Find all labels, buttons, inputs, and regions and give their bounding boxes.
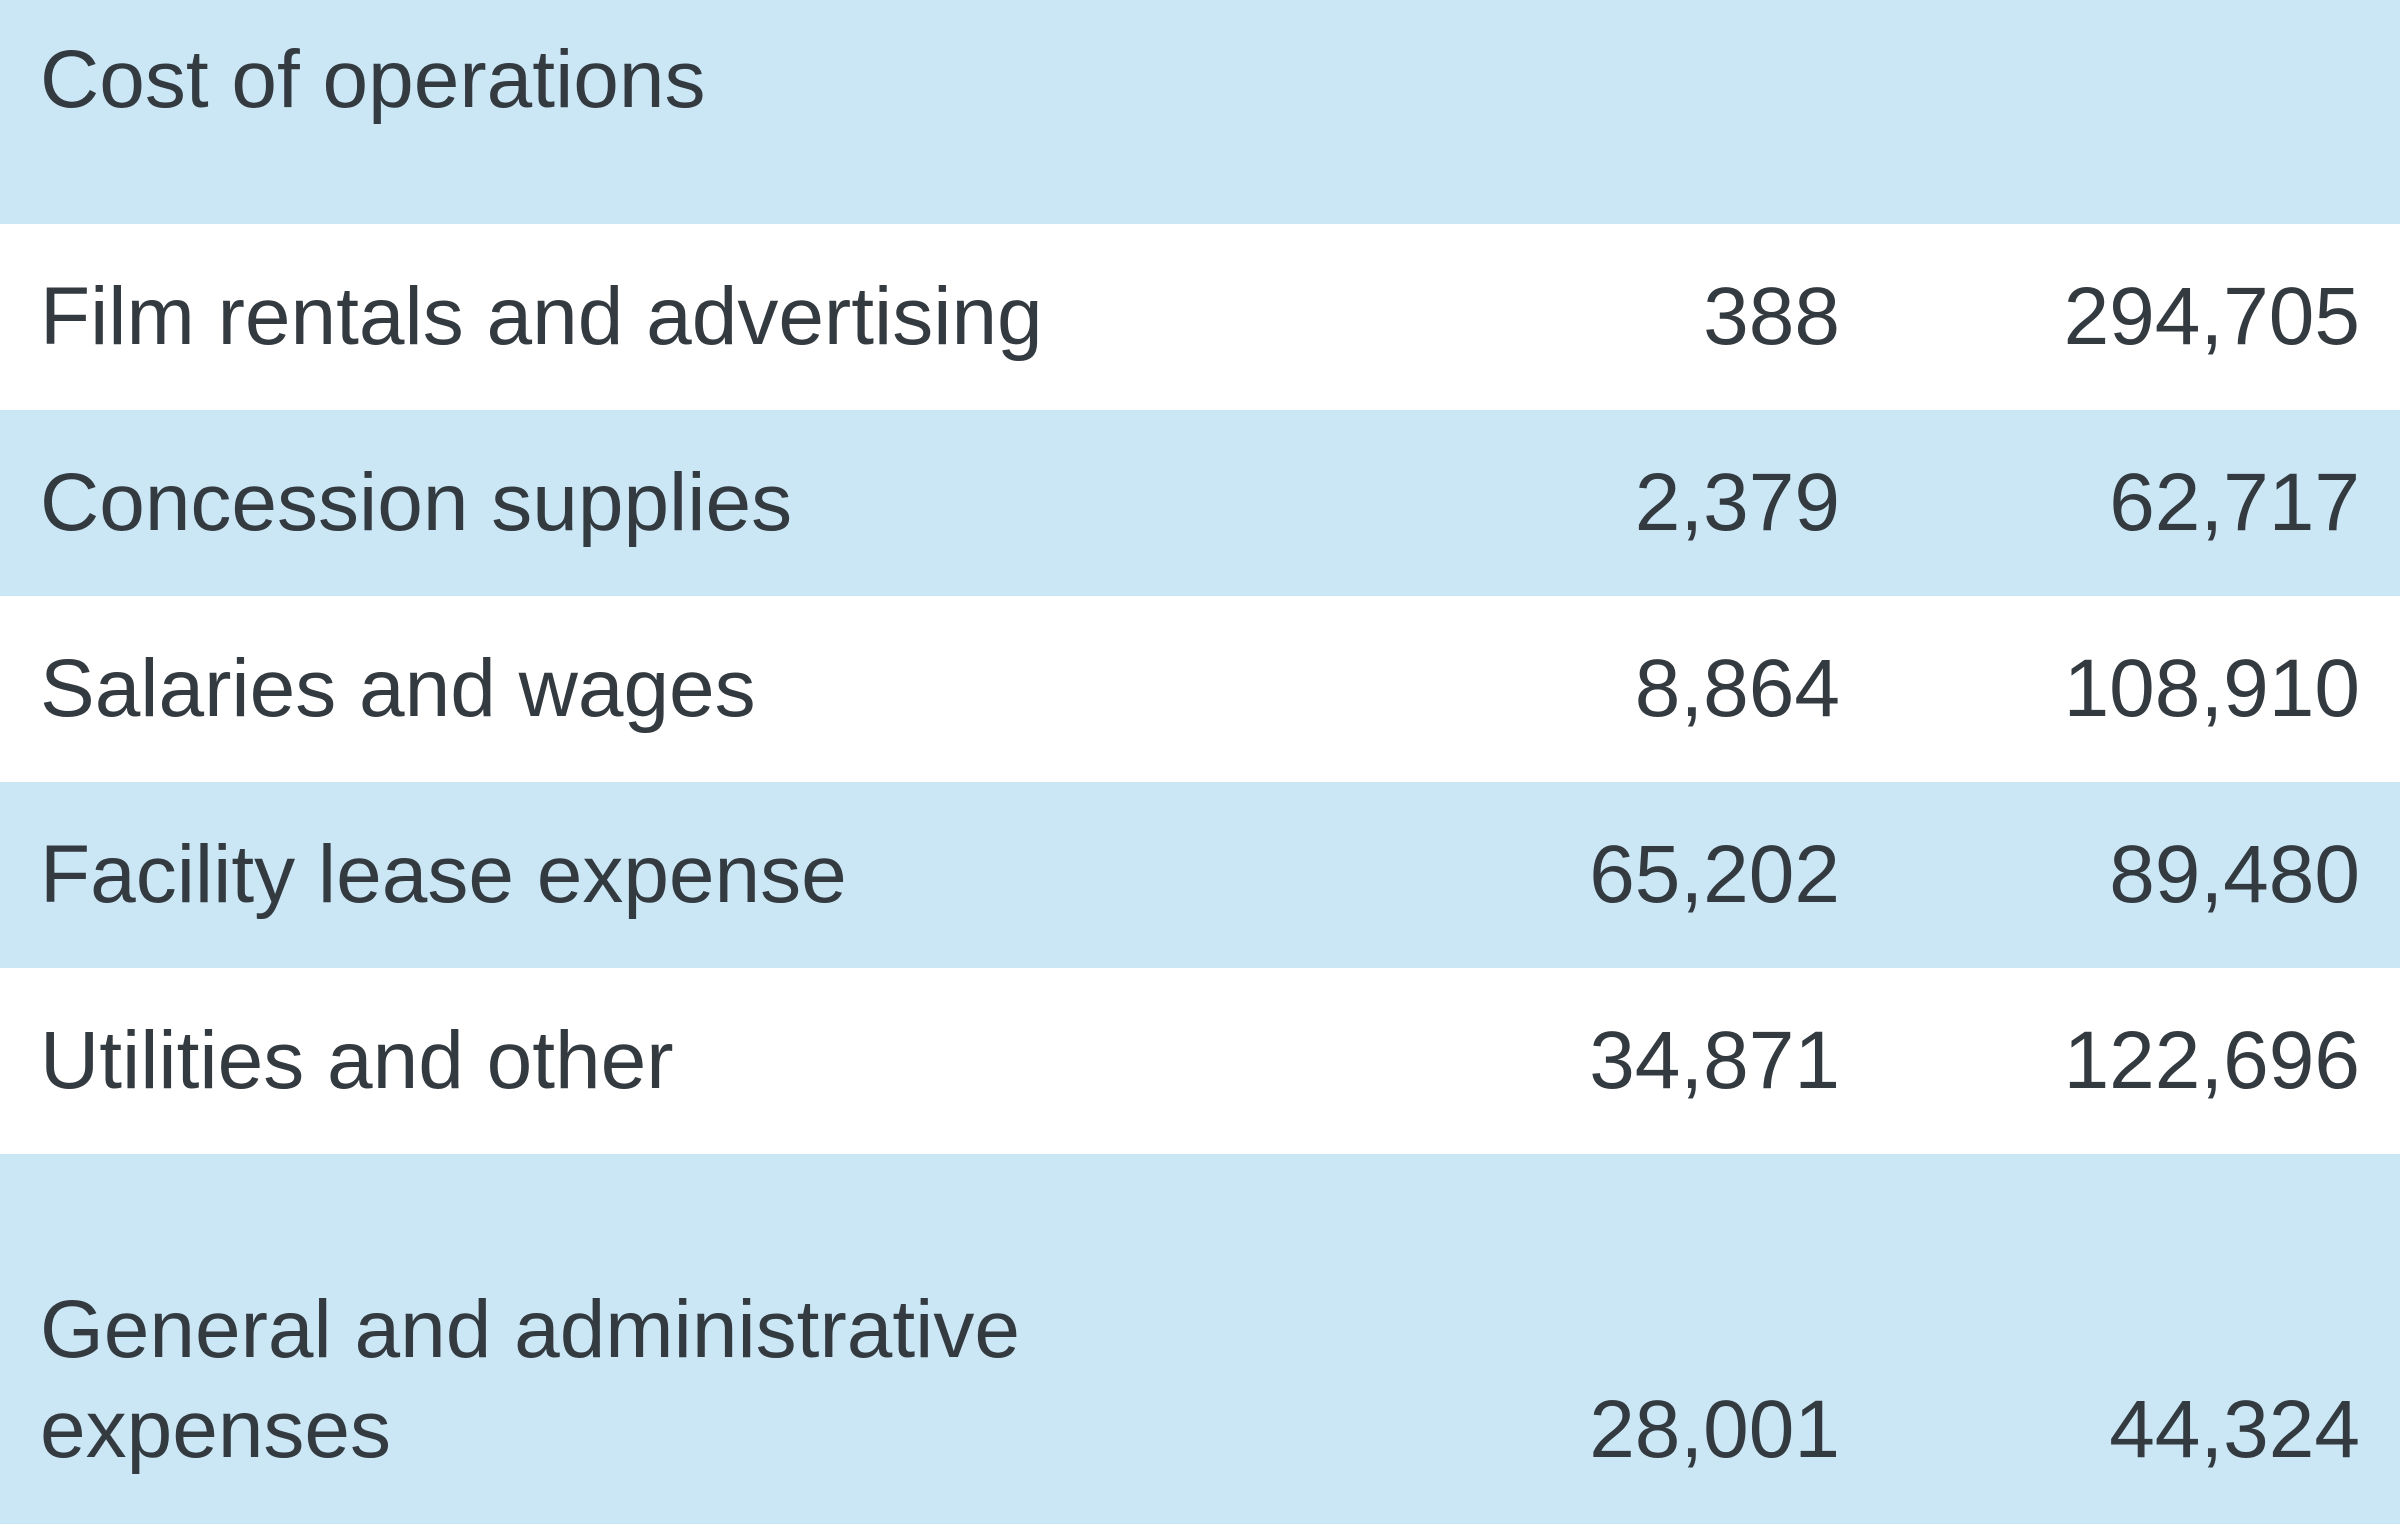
table-row: Film rentals and advertising 388 294,705 xyxy=(0,224,2400,410)
row-label-cell: Utilities and other xyxy=(40,1011,1340,1111)
row-col1-value: 28,001 xyxy=(1589,1384,1840,1475)
table-row: General and administrative expenses 28,0… xyxy=(0,1154,2400,1524)
row-label: Salaries and wages xyxy=(40,643,756,734)
header-label: Cost of operations xyxy=(40,34,706,125)
row-col1-cell: 28,001 xyxy=(1340,1380,1840,1480)
row-label-cell: Salaries and wages xyxy=(40,639,1340,739)
table-row: Concession supplies 2,379 62,717 xyxy=(0,410,2400,596)
row-col1-value: 65,202 xyxy=(1589,829,1840,920)
row-col2-cell: 294,705 xyxy=(1840,267,2360,367)
row-col1-cell: 388 xyxy=(1340,267,1840,367)
row-col1-cell: 8,864 xyxy=(1340,639,1840,739)
row-col1-cell: 65,202 xyxy=(1340,825,1840,925)
row-col2-cell: 44,324 xyxy=(1840,1380,2360,1480)
row-col2-value: 122,696 xyxy=(2064,1015,2360,1106)
row-col2-value: 108,910 xyxy=(2064,643,2360,734)
row-col2-cell: 122,696 xyxy=(1840,1011,2360,1111)
row-label-cell: Facility lease expense xyxy=(40,825,1340,925)
row-col1-value: 388 xyxy=(1703,271,1840,362)
row-col2-value: 89,480 xyxy=(2109,829,2360,920)
row-label: Facility lease expense xyxy=(40,829,847,920)
row-label: Film rentals and advertising xyxy=(40,271,1043,362)
row-label: General and administrative expenses xyxy=(40,1280,1190,1480)
table-row: Facility lease expense 65,202 89,480 xyxy=(0,782,2400,968)
row-label-cell: General and administrative expenses xyxy=(40,1280,1340,1480)
row-col1-cell: 34,871 xyxy=(1340,1011,1840,1111)
row-col2-cell: 108,910 xyxy=(1840,639,2360,739)
row-col1-cell: 2,379 xyxy=(1340,453,1840,553)
row-col2-value: 62,717 xyxy=(2109,457,2360,548)
table-row: Utilities and other 34,871 122,696 xyxy=(0,968,2400,1154)
row-col1-value: 34,871 xyxy=(1589,1015,1840,1106)
row-col1-value: 2,379 xyxy=(1635,457,1840,548)
table-row: Salaries and wages 8,864 108,910 xyxy=(0,596,2400,782)
row-col2-value: 294,705 xyxy=(2064,271,2360,362)
row-col1-value: 8,864 xyxy=(1635,643,1840,734)
header-label-cell: Cost of operations xyxy=(40,30,1340,130)
row-col2-cell: 62,717 xyxy=(1840,453,2360,553)
row-label: Utilities and other xyxy=(40,1015,674,1106)
row-label: Concession supplies xyxy=(40,457,792,548)
cost-of-operations-table: Cost of operations Film rentals and adve… xyxy=(0,0,2400,1524)
row-col2-cell: 89,480 xyxy=(1840,825,2360,925)
row-label-cell: Film rentals and advertising xyxy=(40,267,1340,367)
row-label-cell: Concession supplies xyxy=(40,453,1340,553)
row-col2-value: 44,324 xyxy=(2109,1384,2360,1475)
table-header-row: Cost of operations xyxy=(0,0,2400,224)
